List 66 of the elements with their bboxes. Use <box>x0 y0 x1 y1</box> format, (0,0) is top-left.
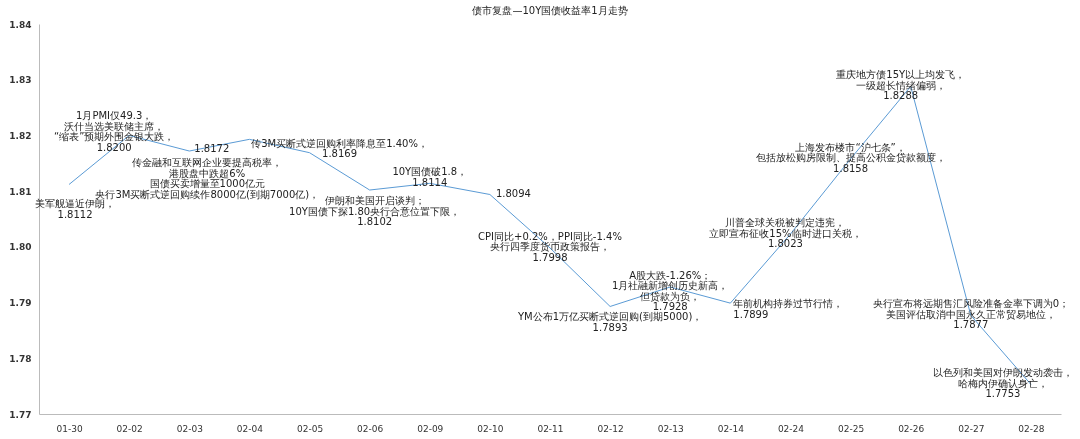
annotation: 央行宣布将远期售汇风险准备金率下调为0； <box>872 298 1070 310</box>
x-tick-label: 02-10 <box>477 423 504 434</box>
data-label: 1.8169 <box>322 148 358 160</box>
annotation: A股大跌-1.26%； <box>629 269 712 281</box>
annotation: 年前机构持券过节行情， <box>733 298 844 310</box>
annotation: 以色列和美国对伊朗发动袭击， <box>932 367 1073 379</box>
data-label: 1.7899 <box>733 308 769 320</box>
data-label: 1.8023 <box>767 238 803 250</box>
data-label: 1.7928 <box>652 301 688 313</box>
data-label: 1.8114 <box>412 176 448 188</box>
y-tick-label: 1.79 <box>9 298 32 309</box>
y-tick-label: 1.78 <box>9 353 32 364</box>
annotation: CPI同比+0.2%，PPI同比-1.4% <box>478 230 622 242</box>
x-tick-label: 02-09 <box>417 423 444 434</box>
annotation: 国债买卖增量至1000亿元 <box>149 178 266 190</box>
annotation: 10Y国债下探1.80央行合意位置下限， <box>289 205 461 217</box>
annotation: 传3M买断式逆回购利率降息至1.40%， <box>251 137 428 149</box>
data-label: 1.8094 <box>495 188 531 200</box>
annotation: 1月社融新增创历史新高， <box>612 280 729 292</box>
y-tick-label: 1.81 <box>9 186 32 197</box>
x-tick-label: 02-13 <box>657 423 684 434</box>
chart-title: 债市复盘—10Y国债收益率1月走势 <box>472 5 628 16</box>
x-tick-label: 01-30 <box>56 423 83 434</box>
annotation: 沃什当选美联储主席， <box>64 120 165 132</box>
data-label: 1.7753 <box>985 388 1021 400</box>
data-label: 1.8158 <box>833 162 869 174</box>
x-tick-label: 02-26 <box>898 423 925 434</box>
data-label: 1.7877 <box>953 319 989 331</box>
annotation: 港股盘中跌超6% <box>169 167 246 179</box>
annotation: 央行四季度货币政策报告， <box>490 241 610 253</box>
annotation: 央行3M买断式逆回购续作8000亿(到期7000亿)， <box>95 188 320 200</box>
data-label: 1.8288 <box>883 90 919 102</box>
data-label: 1.8172 <box>194 143 230 155</box>
annotation: YM公布1万亿买断式逆回购(到期5000)， <box>516 311 703 323</box>
x-tick-label: 02-03 <box>176 423 203 434</box>
y-tick-label: 1.84 <box>9 19 32 30</box>
x-tick-label: 02-24 <box>777 423 805 434</box>
data-label: 1.7998 <box>532 251 568 263</box>
y-tick-label: 1.77 <box>9 409 32 420</box>
annotation: 上海发布楼市“沪七条”， <box>795 141 906 153</box>
x-tick-label: 02-05 <box>296 423 324 434</box>
annotation: 哈梅内伊确认身亡， <box>957 377 1048 389</box>
annotation: 伊朗和美国开启谈判； <box>324 195 425 207</box>
data-label: 1.8112 <box>57 208 93 220</box>
x-tick-label: 02-02 <box>116 423 143 434</box>
x-tick-label: 02-27 <box>958 423 985 434</box>
y-tick-label: 1.82 <box>9 130 32 141</box>
y-tick-label: 1.83 <box>9 75 32 86</box>
x-tick-label: 02-12 <box>597 423 624 434</box>
x-tick-label: 02-04 <box>236 423 264 434</box>
annotation: 重庆地方债15Y以上均发飞， <box>836 69 966 81</box>
annotation: 川普全球关税被判定违宪， <box>725 217 846 229</box>
x-tick-label: 02-14 <box>717 423 745 434</box>
x-tick-label: 02-06 <box>357 423 384 434</box>
x-tick-label: 02-25 <box>838 423 865 434</box>
annotation: 传金融和互联网企业要提高税率， <box>132 157 283 169</box>
x-tick-label: 02-28 <box>1018 423 1045 434</box>
annotation: 但贷款为负， <box>640 290 701 302</box>
data-label: 1.7893 <box>592 321 628 333</box>
data-label: 1.8102 <box>357 216 393 228</box>
annotation: 10Y国债破1.8， <box>392 166 468 178</box>
annotation: 1月PMI仅49.3， <box>76 110 153 122</box>
y-tick-label: 1.80 <box>9 242 32 253</box>
data-label: 1.8200 <box>96 141 132 153</box>
x-tick-label: 02-11 <box>537 423 564 434</box>
annotation: 美国评估取消中国永久正常贸易地位， <box>885 308 1056 320</box>
